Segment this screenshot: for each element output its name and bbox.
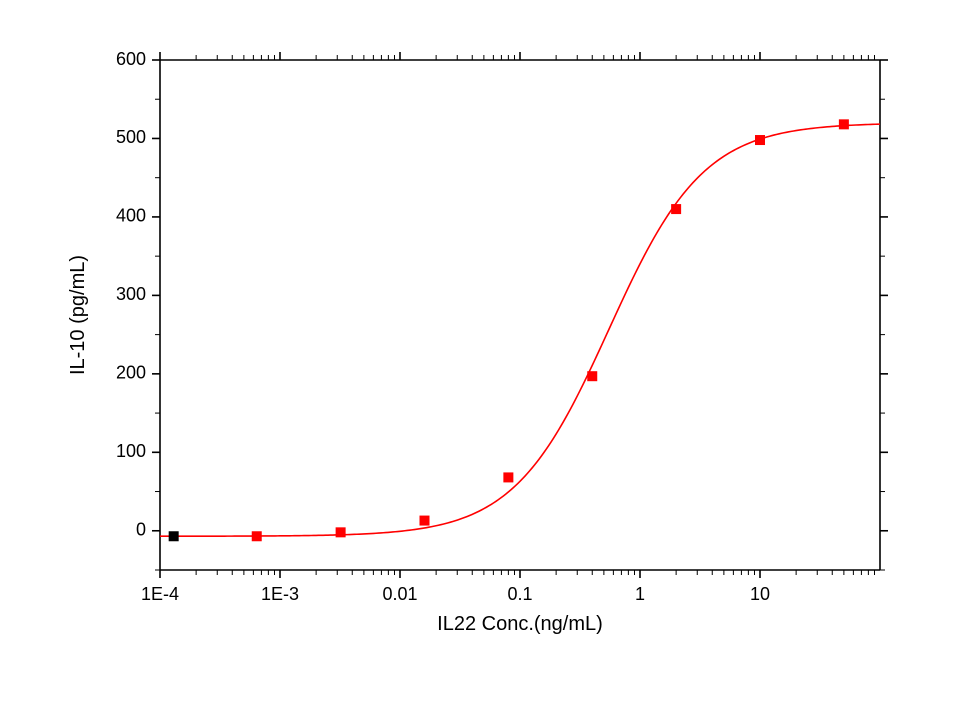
svg-text:100: 100 [116, 441, 146, 461]
data-point [336, 527, 346, 537]
y-axis-label: IL-10 (pg/mL) [67, 255, 89, 375]
svg-text:1E-3: 1E-3 [261, 584, 299, 604]
svg-text:600: 600 [116, 49, 146, 69]
data-point [503, 472, 513, 482]
svg-text:1E-4: 1E-4 [141, 584, 179, 604]
data-point [839, 119, 849, 129]
svg-text:500: 500 [116, 127, 146, 147]
svg-text:0.1: 0.1 [507, 584, 532, 604]
svg-text:400: 400 [116, 206, 146, 226]
data-point [587, 371, 597, 381]
data-point [252, 531, 262, 541]
data-point [755, 135, 765, 145]
data-point [671, 204, 681, 214]
svg-text:0.01: 0.01 [382, 584, 417, 604]
chart-svg: 0 100 200 300 400 500 600 1E-4 1E-3 0.01 0.1 1 10 IL-… [0, 0, 960, 720]
dose-response-chart: 0 100 200 300 400 500 600 1E-4 1E-3 0.01 0.1 1 10 IL-… [0, 0, 960, 720]
svg-text:200: 200 [116, 363, 146, 383]
svg-text:300: 300 [116, 284, 146, 304]
svg-text:1: 1 [635, 584, 645, 604]
svg-text:10: 10 [750, 584, 770, 604]
data-point [169, 531, 179, 541]
svg-text:0: 0 [136, 520, 146, 540]
x-axis-label: IL22 Conc.(ng/mL) [437, 613, 603, 635]
data-point [419, 516, 429, 526]
